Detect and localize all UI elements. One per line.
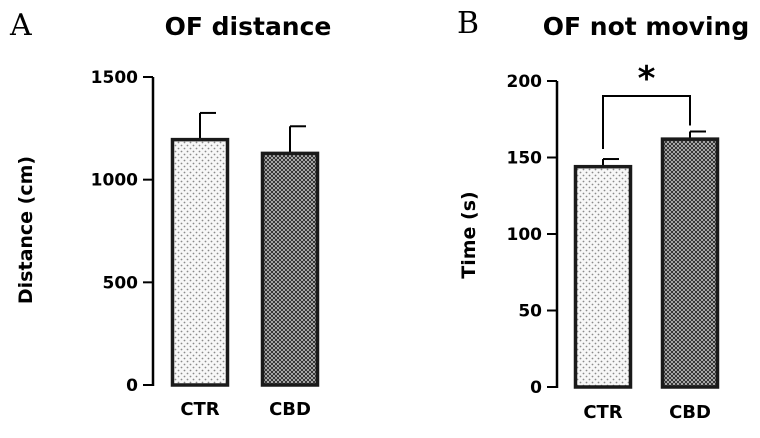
y-tick-label: 150	[507, 149, 543, 169]
panel-a-title: OF distance	[165, 12, 332, 41]
x-category-label-cbd: CBD	[269, 399, 311, 420]
bar-cbd	[260, 151, 320, 387]
y-tick-label: 0	[530, 378, 542, 398]
y-tick-label: 1000	[91, 171, 138, 191]
panel-a: A OF distance Distance (cm) 0 500 1000 1500…	[9, 8, 331, 420]
bar-ctr	[573, 164, 633, 389]
y-tick-label: 0	[126, 376, 138, 396]
panel-a-y-axis-label: Distance (cm)	[15, 156, 37, 304]
x-category-label-ctr: CTR	[180, 399, 219, 420]
y-tick-label: 50	[518, 302, 542, 322]
y-tick-label: 1500	[91, 68, 138, 88]
x-category-label-ctr: CTR	[583, 402, 622, 423]
panel-a-letter: A	[9, 8, 32, 43]
y-tick-label: 500	[103, 273, 139, 293]
significance-asterisk: *	[638, 59, 656, 99]
bar-ctr	[170, 137, 230, 387]
y-tick-label: 200	[507, 72, 543, 92]
panel-b-y-axis-label: Time (s)	[458, 191, 480, 278]
bar-cbd	[660, 137, 720, 389]
x-category-label-cbd: CBD	[669, 402, 711, 423]
panel-b-letter: B	[457, 6, 479, 41]
y-tick-label: 100	[507, 225, 543, 245]
panel-b-title: OF not moving	[543, 12, 749, 41]
significance-bracket	[602, 95, 691, 150]
panel-b: B OF not moving Time (s) 0 50 100 150 200 CTR…	[457, 6, 749, 423]
